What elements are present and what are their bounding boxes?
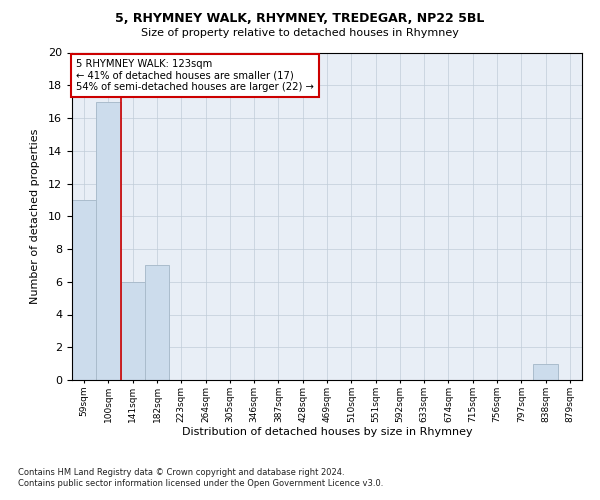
- Text: 5 RHYMNEY WALK: 123sqm
← 41% of detached houses are smaller (17)
54% of semi-det: 5 RHYMNEY WALK: 123sqm ← 41% of detached…: [76, 59, 314, 92]
- Bar: [145, 266, 169, 380]
- Text: Contains HM Land Registry data © Crown copyright and database right 2024.
Contai: Contains HM Land Registry data © Crown c…: [18, 468, 383, 487]
- X-axis label: Distribution of detached houses by size in Rhymney: Distribution of detached houses by size …: [182, 428, 472, 438]
- Y-axis label: Number of detached properties: Number of detached properties: [30, 128, 40, 304]
- Text: 5, RHYMNEY WALK, RHYMNEY, TREDEGAR, NP22 5BL: 5, RHYMNEY WALK, RHYMNEY, TREDEGAR, NP22…: [115, 12, 485, 26]
- Bar: [533, 364, 558, 380]
- Bar: [72, 200, 96, 380]
- Bar: [121, 282, 145, 380]
- Bar: [96, 102, 121, 380]
- Text: Size of property relative to detached houses in Rhymney: Size of property relative to detached ho…: [141, 28, 459, 38]
